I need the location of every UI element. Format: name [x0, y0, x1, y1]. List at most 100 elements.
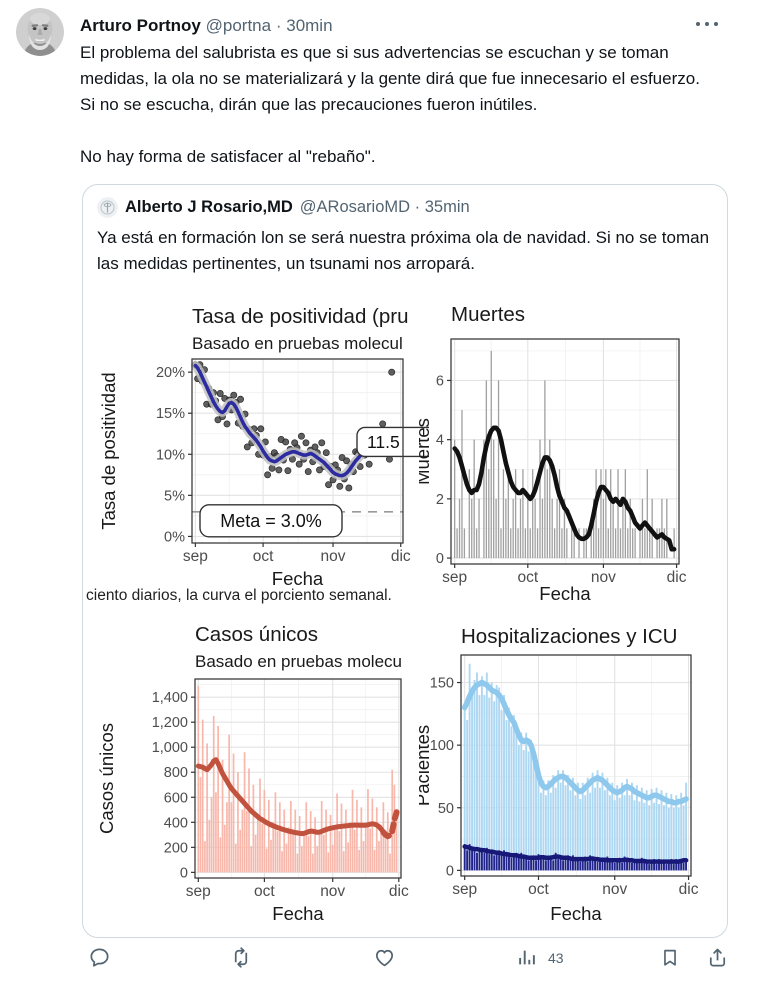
chart-subtitle: Basado en pruebas molecu: [195, 652, 402, 671]
retweet-button[interactable]: [229, 946, 253, 969]
reply-icon: [90, 948, 109, 967]
tweet-paragraph-2: No hay forma de satisfacer al "rebaño".: [80, 147, 376, 166]
deaths-chart: 0 2 4 6 sep oct nov dic Muertes Fecha Muertes: [419, 303, 687, 602]
svg-text:dic: dic: [391, 548, 411, 565]
last-value-label: 11.5: [367, 432, 400, 452]
svg-text:1,200: 1,200: [152, 715, 188, 731]
chart-subtitle: Basado en pruebas molecul: [192, 334, 403, 353]
share-icon: [709, 948, 726, 967]
svg-text:0: 0: [180, 865, 188, 881]
analytics-icon: [519, 950, 535, 965]
retweet-icon: [234, 947, 248, 968]
line-1: [195, 757, 386, 837]
chart-cell-hospitalizations: 0 50 100 150 sep oct nov dic Hospitalizaciones y…: [419, 619, 727, 924]
quoted-timestamp[interactable]: 35min: [424, 198, 470, 216]
bars-0: [454, 350, 675, 559]
svg-text:nov: nov: [591, 569, 616, 586]
share-button[interactable]: [706, 946, 729, 969]
bars-0: [197, 685, 398, 873]
timestamp[interactable]: 30min: [286, 16, 333, 35]
more-options-icon: [696, 22, 718, 26]
svg-text:dic: dic: [389, 883, 409, 900]
svg-text:oct: oct: [254, 883, 275, 900]
svg-text:sep: sep: [442, 569, 467, 586]
svg-text:100: 100: [430, 738, 454, 754]
more-options-button[interactable]: [694, 14, 722, 34]
chart-cell-positivity: Meta = 3.0% 11.5 0% 5% 10% 15% 20% sep oct nov dic…: [95, 297, 429, 593]
y-axis-label: Pacientes: [419, 725, 433, 806]
bookmark-icon: [664, 949, 676, 966]
svg-text:0: 0: [446, 863, 454, 879]
svg-text:5%: 5%: [164, 488, 185, 504]
reply-button[interactable]: [88, 946, 111, 969]
svg-text:nov: nov: [320, 883, 345, 900]
svg-text:4: 4: [436, 433, 444, 449]
svg-text:50: 50: [438, 801, 454, 817]
svg-text:nov: nov: [602, 881, 627, 898]
tweet-header: Arturo Portnoy @portna · 30min: [80, 16, 333, 36]
svg-text:dic: dic: [679, 881, 699, 898]
views-button[interactable]: 43: [516, 946, 564, 969]
x-axis-label: Fecha: [550, 903, 602, 924]
svg-text:oct: oct: [517, 569, 538, 586]
x-axis-label: Fecha: [272, 568, 324, 589]
line-3: [462, 844, 689, 864]
avatar-image: [16, 8, 64, 56]
views-count: 43: [548, 949, 564, 966]
quoted-tweet-header: Alberto J Rosario,MD @ARosarioMD · 35min: [97, 197, 470, 218]
svg-text:sep: sep: [452, 881, 477, 898]
positivity-rate-chart: Meta = 3.0% 11.5 0% 5% 10% 15% 20% sep oct nov dic…: [98, 305, 429, 589]
svg-text:sep: sep: [183, 548, 208, 565]
svg-text:400: 400: [164, 815, 188, 831]
quoted-separator-dot: ·: [414, 198, 421, 216]
bars-1: [463, 844, 688, 871]
meta-label: Meta = 3.0%: [220, 511, 322, 531]
svg-text:nov: nov: [321, 548, 346, 565]
x-axis-label: Fecha: [539, 583, 591, 602]
svg-text:2: 2: [436, 492, 444, 508]
chart-caption: ciento diarios, la curva el porciento se…: [86, 587, 392, 604]
quoted-author-handle[interactable]: @ARosarioMD: [299, 198, 411, 216]
svg-text:dic: dic: [667, 569, 687, 586]
svg-text:10%: 10%: [156, 447, 185, 463]
quoted-tweet-text: Ya está en formación lon se será nuestra…: [97, 228, 710, 273]
quoted-author-name[interactable]: Alberto J Rosario,MD: [125, 198, 293, 216]
svg-text:20%: 20%: [156, 365, 185, 381]
heart-icon: [375, 949, 394, 967]
svg-text:200: 200: [164, 840, 188, 856]
chart-cell-cases: 0 200 400 600 800 1,000 1,200 1,400 sep oct nov dic…: [95, 619, 429, 924]
like-button[interactable]: [373, 946, 396, 969]
quoted-tweet-card[interactable]: Alberto J Rosario,MD @ARosarioMD · 35min…: [82, 184, 728, 938]
tweet-paragraph-1: El problema del salubrista es que si sus…: [80, 43, 700, 114]
gridlines: [192, 359, 403, 543]
svg-text:600: 600: [164, 790, 188, 806]
svg-text:oct: oct: [253, 548, 274, 565]
hospitalizations-icu-chart: 0 50 100 150 sep oct nov dic Hospitalizaciones y…: [419, 625, 699, 924]
chart-title: Casos únicos: [195, 623, 318, 646]
chart-title: Hospitalizaciones y ICU: [461, 625, 677, 648]
chart-title: Muertes: [451, 303, 525, 326]
chart-title: Tasa de positividad (pru: [192, 305, 409, 328]
svg-text:150: 150: [430, 676, 454, 692]
svg-text:0%: 0%: [164, 529, 185, 545]
svg-text:0: 0: [436, 551, 444, 567]
line-1: [452, 425, 677, 552]
svg-text:sep: sep: [186, 883, 211, 900]
author-handle[interactable]: @portna: [205, 16, 272, 35]
unique-cases-chart: 0 200 400 600 800 1,000 1,200 1,400 sep oct nov dic…: [96, 623, 409, 924]
quoted-avatar-image: [97, 197, 118, 218]
line-2: [461, 679, 689, 806]
svg-text:800: 800: [164, 765, 188, 781]
svg-text:oct: oct: [528, 881, 549, 898]
avatar[interactable]: [16, 8, 64, 56]
y-axis-label: Casos únicos: [96, 723, 117, 834]
separator-dot: ·: [275, 16, 282, 35]
svg-text:1,400: 1,400: [152, 690, 188, 706]
chart-cell-deaths: 0 2 4 6 sep oct nov dic Muertes Fecha Muertes: [419, 297, 727, 602]
svg-text:1,000: 1,000: [152, 740, 188, 756]
author-name[interactable]: Arturo Portnoy: [80, 16, 201, 35]
y-axis-label: Tasa de positividad: [98, 372, 119, 529]
bookmark-button[interactable]: [659, 946, 681, 969]
y-axis-label: Muertes: [419, 418, 433, 485]
